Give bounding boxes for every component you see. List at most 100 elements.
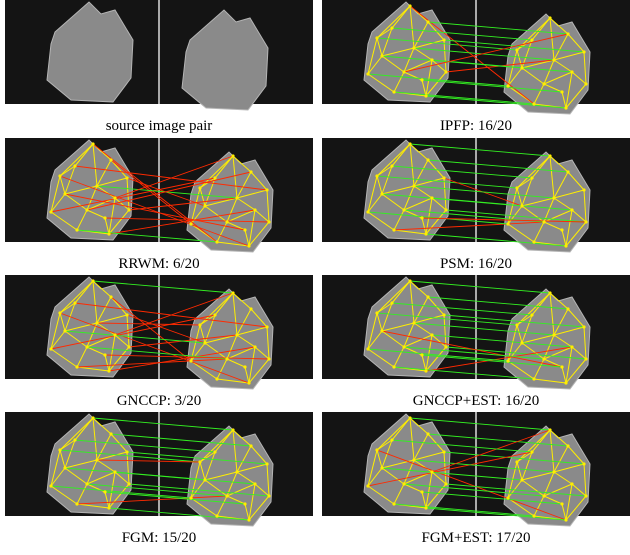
graph-node (430, 333, 433, 336)
graph-node (402, 482, 405, 485)
graph-node (392, 365, 395, 368)
graph-node (408, 279, 411, 282)
graph-node (542, 220, 545, 223)
graph-node (375, 448, 378, 451)
graph-node (570, 208, 573, 211)
graph-node (125, 313, 128, 316)
graph-node (375, 311, 378, 314)
graph-node (107, 369, 110, 372)
graph-node (520, 341, 523, 344)
graph-node (584, 82, 587, 85)
graph-node (392, 90, 395, 93)
graph-node (265, 462, 268, 465)
graph-node (548, 154, 551, 157)
graph-node (560, 228, 563, 231)
panel (322, 0, 630, 114)
caption: PSM: 16/20 (440, 256, 512, 272)
graph-node (366, 72, 369, 75)
graph-node (380, 466, 383, 469)
graph-node (426, 295, 429, 298)
graph-node (442, 313, 445, 316)
graph-node (560, 90, 563, 93)
graph-node (424, 369, 427, 372)
graph-node (247, 381, 250, 384)
graph-node (75, 228, 78, 231)
graph-node (203, 478, 206, 481)
graph-node (520, 204, 523, 207)
graph-node (103, 353, 106, 356)
graph-node (58, 311, 61, 314)
graph-node (213, 176, 216, 179)
graph-node (408, 142, 411, 145)
graph-node (420, 78, 423, 81)
graph-node (530, 176, 533, 179)
graph-node (253, 482, 256, 485)
graph-node (515, 323, 518, 326)
graph-node (203, 341, 206, 344)
graph-node (582, 462, 585, 465)
caption: FGM+EST: 17/20 (422, 530, 531, 546)
graph-node (58, 448, 61, 451)
graph-node (412, 184, 415, 187)
graph-node (532, 514, 535, 517)
panel (5, 0, 313, 110)
graph-node (215, 240, 218, 243)
graph-node (109, 432, 112, 435)
graph-node (267, 494, 270, 497)
graph-node (420, 353, 423, 356)
graph-node (566, 170, 569, 173)
graph-node (530, 313, 533, 316)
graph-node (582, 50, 585, 53)
graph-node (63, 329, 66, 332)
graph-node (520, 478, 523, 481)
graph-node (203, 204, 206, 207)
graph-node (530, 450, 533, 453)
graph-node (430, 470, 433, 473)
graph-node (103, 490, 106, 493)
graph-node (213, 450, 216, 453)
graph-node (442, 450, 445, 453)
graph-node (542, 494, 545, 497)
graph-node (225, 220, 228, 223)
graph-node (113, 333, 116, 336)
graph-node (113, 470, 116, 473)
graph-node (198, 186, 201, 189)
graph-node (542, 357, 545, 360)
graph-node (225, 494, 228, 497)
graph-node (109, 158, 112, 161)
graph-node (247, 518, 250, 521)
graph-node (442, 176, 445, 179)
graph-node (424, 94, 427, 97)
graph-node (380, 54, 383, 57)
graph-node (582, 188, 585, 191)
graph-node (412, 321, 415, 324)
graph-node (532, 240, 535, 243)
figure: source image pairIPFP: 16/20RRWM: 6/20PS… (0, 0, 630, 550)
graph-node (109, 295, 112, 298)
graph-node (243, 502, 246, 505)
graph-node (75, 502, 78, 505)
graph-node (584, 220, 587, 223)
graph-node (235, 196, 238, 199)
graph-node (424, 506, 427, 509)
graph-node (584, 357, 587, 360)
graph-node (548, 291, 551, 294)
graph-node (249, 170, 252, 173)
panel (322, 275, 630, 389)
graph-node (444, 208, 447, 211)
graph-node (390, 438, 393, 441)
graph-node (566, 307, 569, 310)
graph-node (107, 506, 110, 509)
graph-node (235, 470, 238, 473)
graph-node (267, 220, 270, 223)
graph-node (442, 38, 445, 41)
graph-node (444, 70, 447, 73)
graph-node (253, 208, 256, 211)
panel (5, 275, 313, 389)
graph-node (506, 84, 509, 87)
graph-node (91, 279, 94, 282)
graph-node (63, 466, 66, 469)
caption: GNCCP+EST: 16/20 (413, 393, 539, 409)
graph-node (444, 482, 447, 485)
graph-node (420, 216, 423, 219)
